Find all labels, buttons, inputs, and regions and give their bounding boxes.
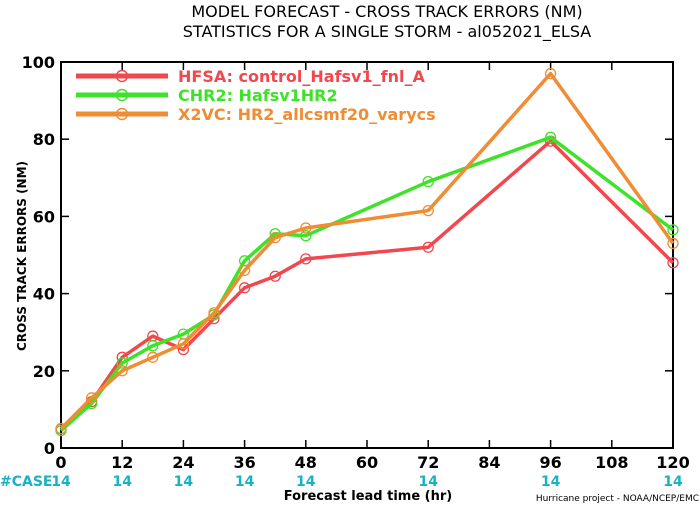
y-tick-label: 0 bbox=[44, 439, 55, 458]
case-label: #CASE bbox=[0, 474, 53, 490]
data-point-chr2 bbox=[147, 340, 159, 352]
x-tick-label: 24 bbox=[172, 453, 194, 472]
data-point-x2vc bbox=[544, 67, 557, 80]
series-line-hfsa bbox=[59, 139, 675, 431]
data-point-x2vc bbox=[147, 351, 159, 363]
data-point-x2vc bbox=[116, 365, 128, 377]
data-point-hfsa bbox=[300, 253, 312, 265]
x-tick-label: 72 bbox=[417, 453, 439, 472]
x-tick-label: 120 bbox=[656, 453, 689, 472]
data-point-hfsa bbox=[422, 241, 434, 253]
chart-title-line2: STATISTICS FOR A SINGLE STORM - al052021… bbox=[183, 22, 592, 42]
chart-title-line1: MODEL FORECAST - CROSS TRACK ERRORS (NM) bbox=[191, 2, 582, 21]
case-count-label: 14 bbox=[541, 474, 561, 490]
data-point-x2vc bbox=[300, 222, 312, 234]
plot-layer: 0 20 40 60 80 100 0 12 24 36 48 60 72 84 96 108 120 14 14 1… bbox=[22, 53, 690, 490]
case-count-label: 14 bbox=[51, 474, 71, 490]
data-point-x2vc bbox=[238, 264, 251, 277]
data-point-x2vc bbox=[269, 231, 281, 244]
x-tick-label: 0 bbox=[55, 453, 66, 472]
data-point-x2vc bbox=[208, 307, 220, 319]
case-count-label: 14 bbox=[174, 474, 194, 490]
y-tick-label: 60 bbox=[33, 207, 55, 226]
series-line-chr2 bbox=[59, 135, 675, 432]
y-tick-label: 80 bbox=[33, 130, 55, 149]
x-tick-label: 84 bbox=[478, 453, 500, 472]
x-tick-label: 108 bbox=[595, 453, 628, 472]
data-point-x2vc bbox=[667, 237, 679, 250]
legend-entry-chr2: CHR2: Hafsv1HR2 bbox=[178, 86, 338, 105]
data-point-chr2 bbox=[300, 230, 312, 242]
data-point-chr2 bbox=[667, 224, 679, 236]
legend-entry-hfsa: HFSA: control_Hafsv1_fnl_A bbox=[178, 67, 425, 86]
x-tick-label: 48 bbox=[295, 453, 317, 472]
x-tick-label: 96 bbox=[539, 453, 561, 472]
x-axis-label: Forecast lead time (hr) bbox=[284, 489, 452, 504]
case-count-label: 14 bbox=[112, 474, 132, 490]
y-axis-label: CROSS TRACK ERRORS (NM) bbox=[15, 161, 29, 351]
data-point-chr2 bbox=[422, 176, 434, 188]
y-tick-label: 100 bbox=[22, 53, 55, 72]
legend-entry-x2vc: X2VC: HR2_allcsmf20_varycs bbox=[178, 105, 436, 124]
data-point-hfsa bbox=[269, 270, 281, 282]
x-tick-label: 36 bbox=[233, 453, 255, 472]
y-tick-label: 20 bbox=[33, 362, 55, 381]
data-point-x2vc bbox=[55, 423, 67, 435]
data-point-chr2 bbox=[116, 357, 128, 369]
data-point-x2vc bbox=[422, 204, 434, 217]
y-tick-label: 40 bbox=[33, 285, 55, 304]
data-point-x2vc bbox=[85, 392, 98, 404]
case-count-label: 14 bbox=[235, 474, 255, 490]
series-line-x2vc bbox=[59, 71, 675, 430]
case-count-label: 14 bbox=[296, 474, 316, 490]
data-point-x2vc bbox=[177, 338, 190, 350]
data-point-hfsa bbox=[238, 282, 251, 294]
x-tick-label: 12 bbox=[111, 453, 133, 472]
case-count-label: 14 bbox=[663, 474, 683, 490]
case-count-label: 14 bbox=[418, 474, 438, 490]
legend-marker-chr2 bbox=[115, 88, 129, 102]
data-point-hfsa bbox=[667, 257, 679, 269]
legend-marker-hfsa bbox=[115, 69, 129, 83]
data-point-chr2 bbox=[544, 131, 557, 143]
x-tick-label: 60 bbox=[356, 453, 378, 472]
legend-marker-x2vc bbox=[115, 107, 129, 121]
credit-text: Hurricane project - NOAA/NCEP/EMC bbox=[536, 494, 699, 504]
